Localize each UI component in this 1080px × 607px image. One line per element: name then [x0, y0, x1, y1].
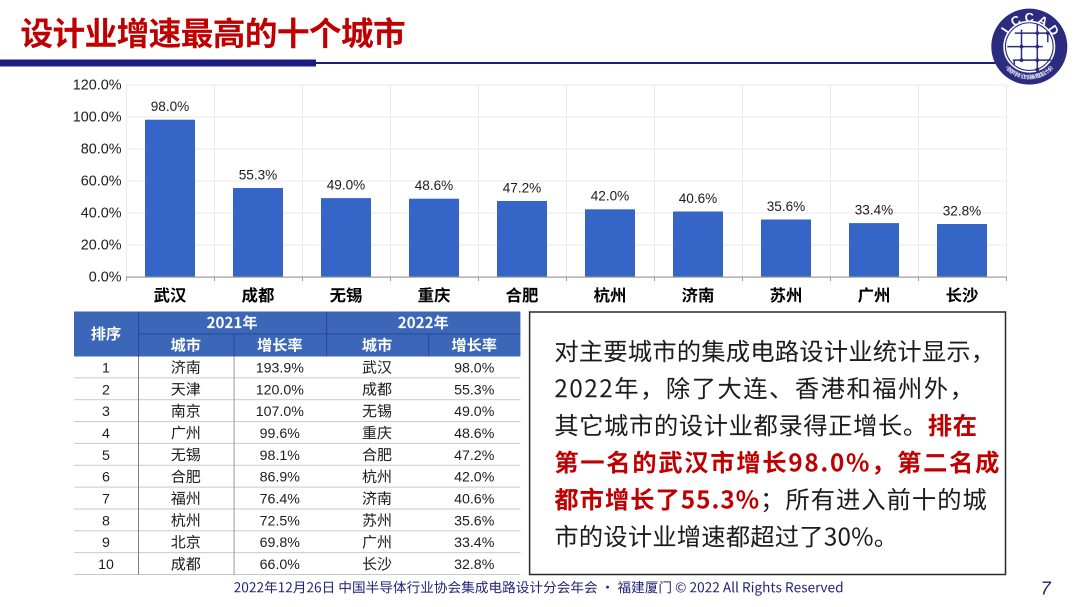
svg-text:42.0%: 42.0%	[454, 470, 495, 486]
svg-text:120.0%: 120.0%	[73, 78, 122, 94]
svg-text:20.0%: 20.0%	[81, 238, 122, 254]
svg-text:32.8%: 32.8%	[943, 203, 982, 218]
svg-text:35.6%: 35.6%	[454, 513, 495, 529]
svg-text:47.2%: 47.2%	[454, 448, 495, 464]
svg-text:80.0%: 80.0%	[81, 142, 122, 158]
svg-text:49.0%: 49.0%	[327, 177, 366, 192]
svg-text:86.9%: 86.9%	[260, 470, 301, 486]
svg-text:193.9%: 193.9%	[256, 360, 305, 376]
svg-text:4: 4	[102, 426, 110, 442]
svg-text:60.0%: 60.0%	[81, 174, 122, 190]
svg-text:32.8%: 32.8%	[454, 557, 495, 573]
svg-text:48.6%: 48.6%	[415, 178, 454, 193]
svg-text:100.0%: 100.0%	[73, 110, 122, 126]
svg-text:3: 3	[102, 404, 110, 420]
svg-text:98.0%: 98.0%	[454, 360, 495, 376]
svg-text:55.3%: 55.3%	[239, 167, 278, 182]
svg-text:42.0%: 42.0%	[591, 189, 630, 204]
svg-text:40.6%: 40.6%	[679, 191, 718, 206]
svg-text:33.4%: 33.4%	[454, 535, 495, 551]
svg-text:8: 8	[102, 513, 110, 529]
svg-text:98.0%: 98.0%	[151, 99, 190, 114]
svg-text:1: 1	[102, 360, 110, 376]
svg-text:47.2%: 47.2%	[503, 180, 542, 195]
svg-text:0.0%: 0.0%	[89, 270, 122, 286]
svg-text:69.8%: 69.8%	[260, 535, 301, 551]
svg-text:7: 7	[102, 492, 110, 508]
svg-text:40.6%: 40.6%	[454, 492, 495, 508]
svg-text:107.0%: 107.0%	[256, 404, 305, 420]
svg-text:49.0%: 49.0%	[454, 404, 495, 420]
svg-text:98.1%: 98.1%	[260, 448, 301, 464]
svg-text:2: 2	[102, 382, 110, 398]
svg-text:99.6%: 99.6%	[260, 426, 301, 442]
svg-text:5: 5	[102, 448, 110, 464]
svg-text:55.3%: 55.3%	[454, 382, 495, 398]
svg-text:10: 10	[98, 557, 114, 573]
svg-text:6: 6	[102, 470, 110, 486]
svg-text:66.0%: 66.0%	[260, 557, 301, 573]
svg-text:120.0%: 120.0%	[256, 382, 305, 398]
svg-text:48.6%: 48.6%	[454, 426, 495, 442]
svg-text:9: 9	[102, 535, 110, 551]
svg-text:7: 7	[1041, 578, 1052, 599]
svg-text:76.4%: 76.4%	[260, 492, 301, 508]
svg-text:35.6%: 35.6%	[767, 199, 806, 214]
svg-text:33.4%: 33.4%	[855, 202, 894, 217]
svg-text:40.0%: 40.0%	[81, 206, 122, 222]
svg-text:72.5%: 72.5%	[260, 513, 301, 529]
